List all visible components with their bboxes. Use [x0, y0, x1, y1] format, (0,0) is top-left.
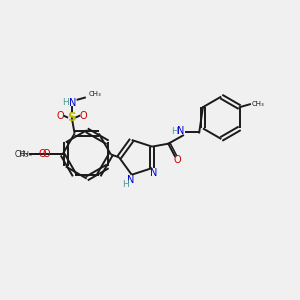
Text: N: N — [70, 98, 77, 108]
Text: O: O — [173, 154, 181, 165]
Text: CH₃: CH₃ — [20, 151, 32, 157]
Text: H: H — [171, 127, 178, 136]
Text: O: O — [38, 149, 46, 159]
Text: O: O — [79, 111, 87, 121]
Text: N: N — [150, 168, 157, 178]
Text: H: H — [62, 98, 69, 107]
Text: N: N — [127, 175, 134, 185]
Text: O: O — [57, 111, 64, 121]
Text: H: H — [122, 180, 129, 189]
Text: CH₃: CH₃ — [15, 150, 29, 159]
Text: S: S — [68, 111, 76, 124]
Text: O: O — [42, 149, 50, 159]
Text: CH₃: CH₃ — [251, 101, 264, 107]
Text: N: N — [177, 126, 184, 136]
Text: CH₃: CH₃ — [88, 91, 101, 97]
